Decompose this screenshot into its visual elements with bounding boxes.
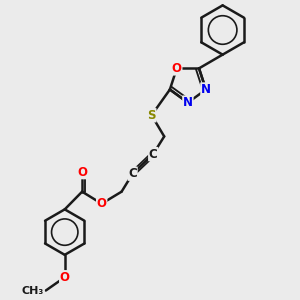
Text: S: S	[147, 109, 156, 122]
Text: O: O	[60, 271, 70, 284]
Text: N: N	[201, 83, 211, 96]
Text: O: O	[97, 197, 107, 210]
Text: O: O	[77, 166, 87, 178]
Text: O: O	[172, 62, 182, 75]
Text: C: C	[149, 148, 158, 160]
Text: CH₃: CH₃	[22, 286, 44, 296]
Text: C: C	[128, 167, 137, 180]
Text: N: N	[183, 96, 193, 109]
